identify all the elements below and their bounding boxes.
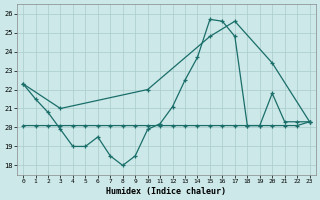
X-axis label: Humidex (Indice chaleur): Humidex (Indice chaleur) xyxy=(106,187,226,196)
